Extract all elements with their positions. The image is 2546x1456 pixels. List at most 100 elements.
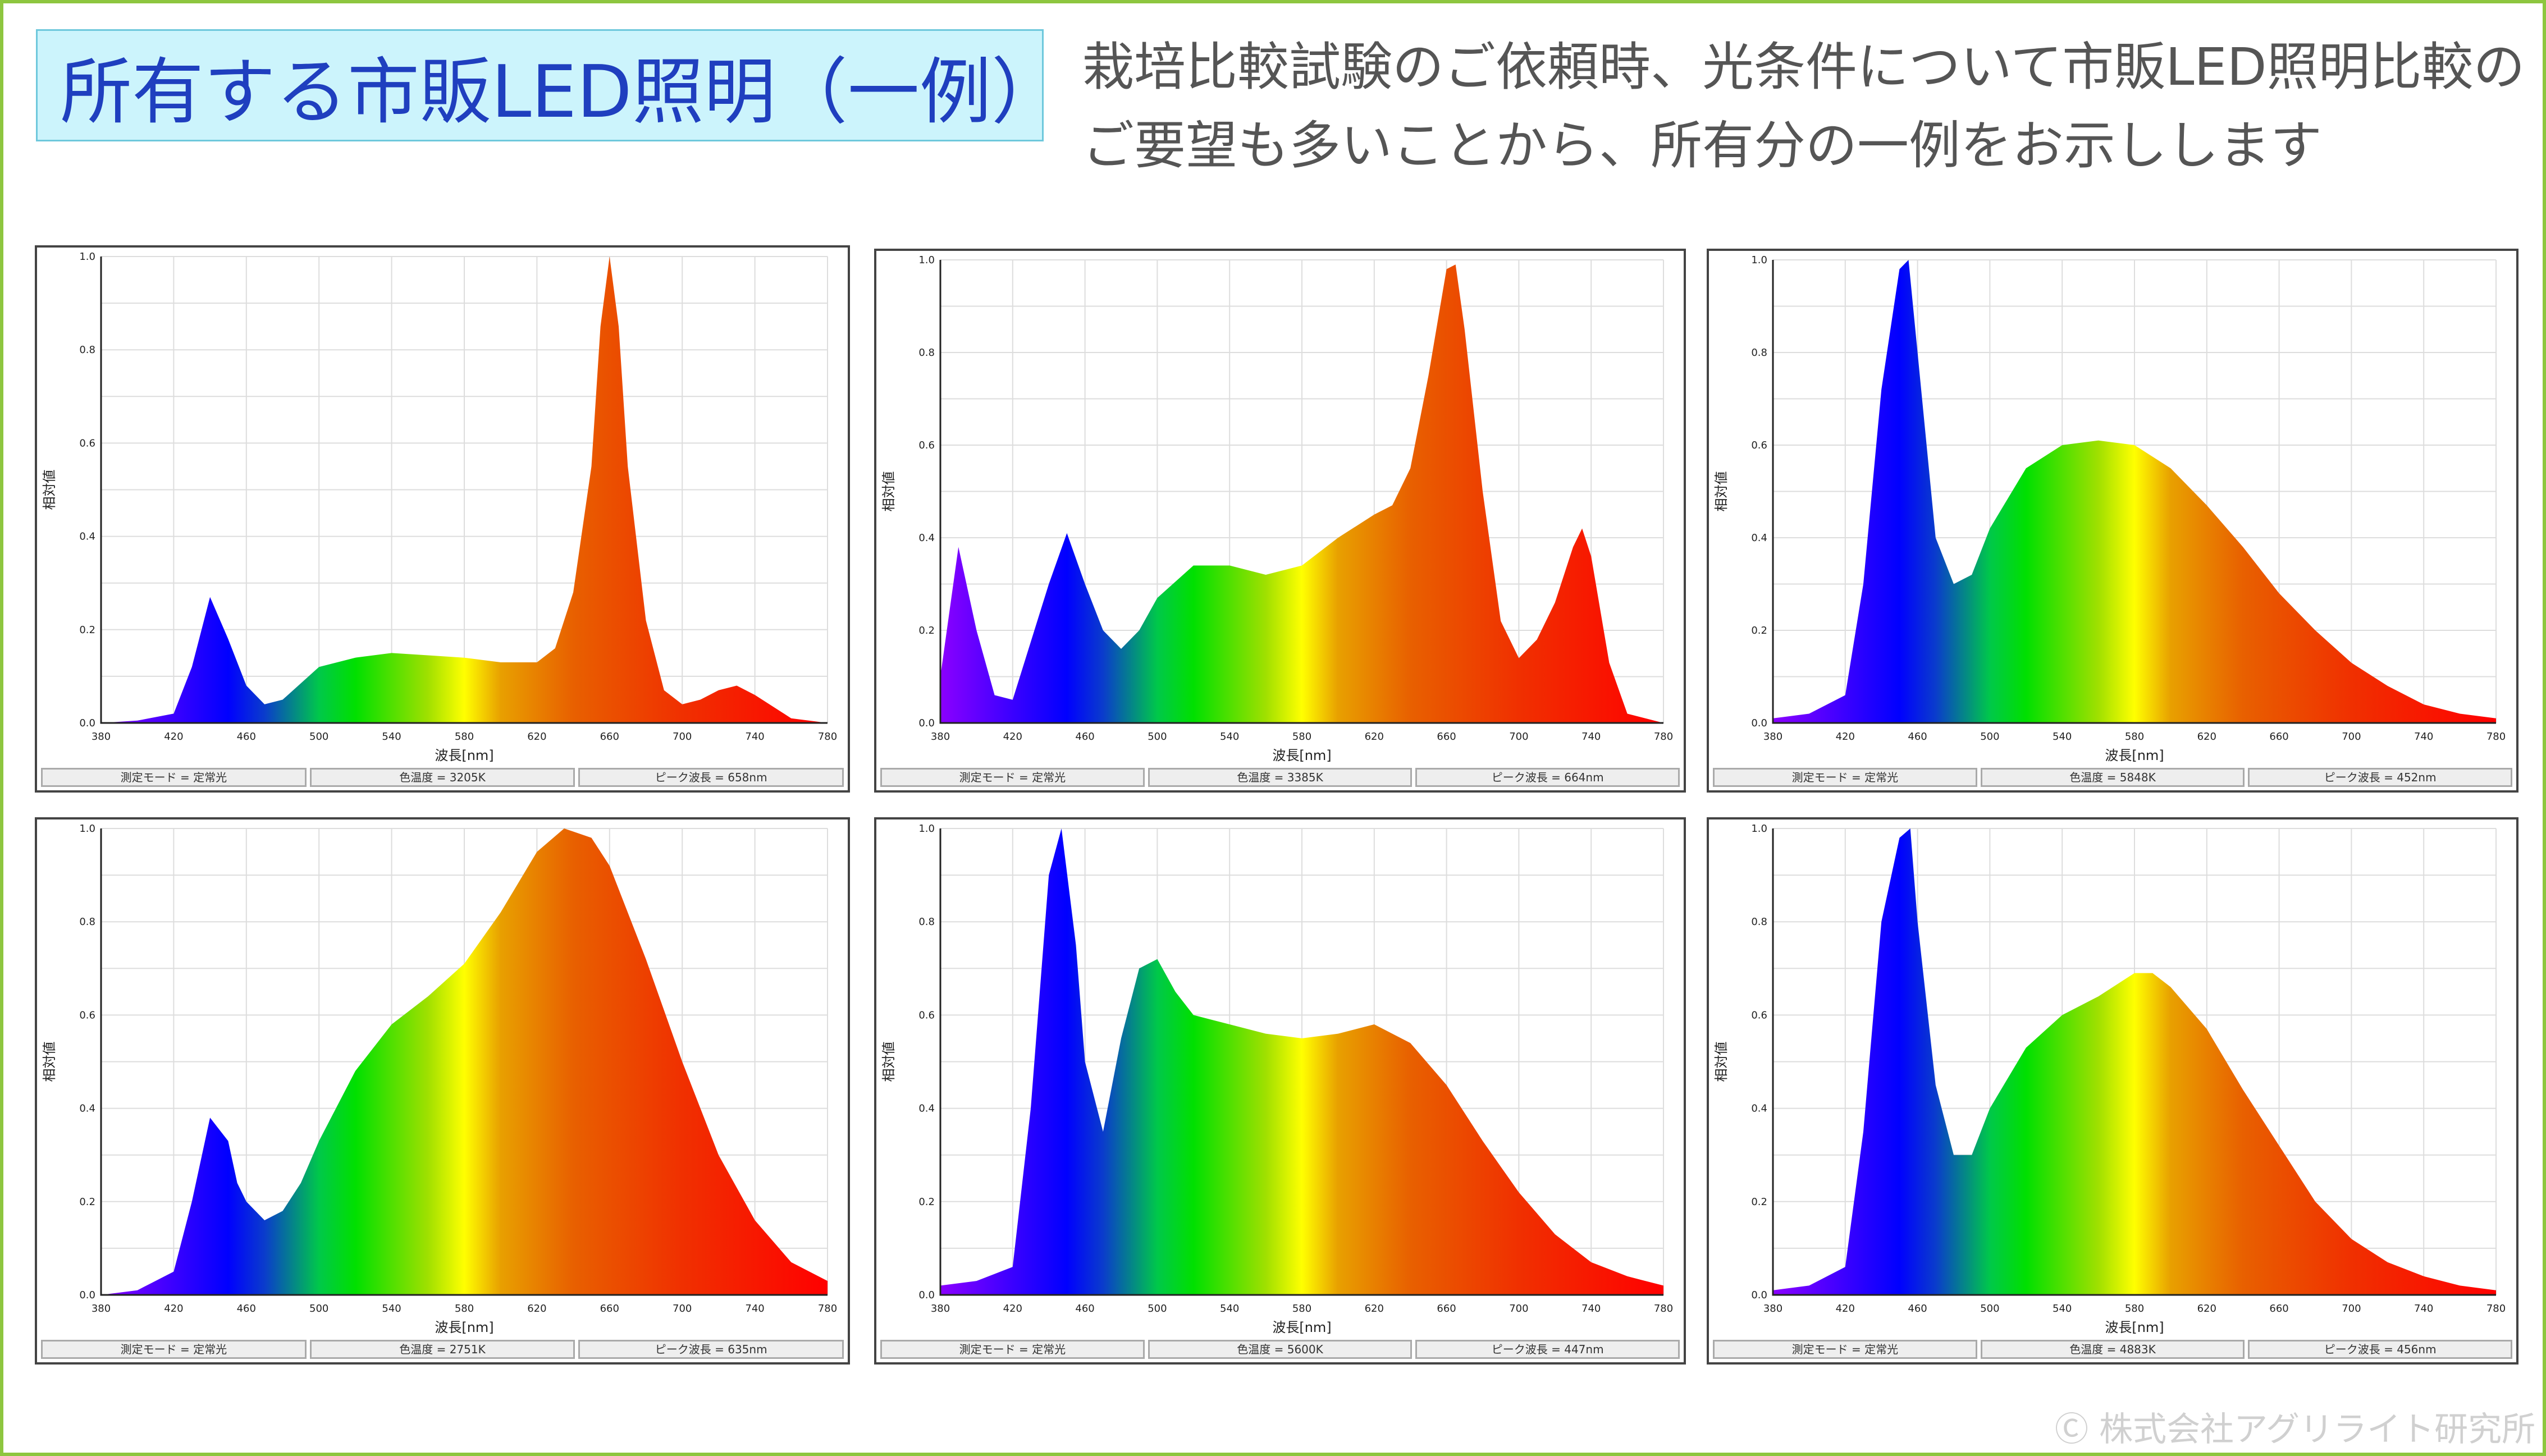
status-mode: 測定モード = 定常光 — [880, 1340, 1145, 1359]
x-tick-label: 780 — [818, 731, 837, 743]
x-tick-label: 660 — [600, 1303, 619, 1315]
y-tick-label: 0.6 — [1751, 439, 1767, 451]
axis-lines — [939, 260, 1663, 724]
y-axis-label: 相対値 — [881, 1042, 897, 1082]
x-tick-label: 420 — [1836, 731, 1855, 743]
description: 栽培比較試験のご依頼時、光条件について市販LED照明比較の ご要望も多いことから… — [1082, 28, 2536, 185]
x-tick-label: 500 — [1980, 731, 1999, 743]
x-tick-label: 780 — [818, 1303, 837, 1315]
y-tick-label: 0.8 — [918, 347, 935, 359]
status-peak-wavelength: ピーク波長 = 664nm — [1415, 768, 1680, 787]
y-tick-label: 0.2 — [1751, 1196, 1767, 1208]
description-line-2: ご要望も多いことから、所有分の一例をお示しします — [1082, 116, 2323, 176]
y-tick-label: 0.0 — [918, 717, 935, 729]
spectrum-area — [940, 828, 1663, 1295]
x-tick-label: 540 — [1220, 1303, 1239, 1315]
spectrum-area — [101, 828, 828, 1295]
chart-svg: 380 420 460 500 540 580 620 660 700 740 780 0.0 0.2 0… — [1713, 823, 2506, 1335]
x-tick-label: 380 — [1763, 731, 1782, 743]
x-tick-label: 780 — [2486, 731, 2506, 743]
x-tick-label: 460 — [1908, 1303, 1927, 1315]
x-tick-label: 660 — [1437, 731, 1456, 743]
y-tick-label: 0.0 — [79, 717, 95, 729]
x-axis-label: 波長[nm] — [1272, 748, 1331, 763]
x-tick-label: 500 — [309, 1303, 328, 1315]
status-peak-wavelength: ピーク波長 = 456nm — [2248, 1340, 2513, 1359]
axis-lines — [939, 828, 1663, 1296]
x-tick-label: 620 — [2197, 731, 2216, 743]
y-tick-label: 0.0 — [1751, 717, 1767, 729]
x-tick-label: 700 — [673, 1303, 692, 1315]
spectrum-chart-1: 380 420 460 500 540 580 620 660 700 740 780 0.0 0.2 0… — [35, 245, 850, 793]
x-tick-label: 580 — [455, 1303, 474, 1315]
spectrum-chart-2: 380 420 460 500 540 580 620 660 700 740 780 0.0 0.2 0… — [874, 249, 1686, 793]
y-tick-label: 0.4 — [1751, 532, 1767, 544]
x-tick-label: 740 — [1581, 1303, 1601, 1315]
x-tick-label: 740 — [745, 731, 764, 743]
status-peak-wavelength: ピーク波長 = 658nm — [578, 768, 844, 787]
x-tick-label: 620 — [527, 1303, 546, 1315]
x-tick-label: 580 — [2125, 1303, 2144, 1315]
spectrum-area — [1773, 260, 2496, 723]
x-tick-label: 700 — [673, 731, 692, 743]
x-tick-label: 540 — [382, 1303, 401, 1315]
x-tick-label: 740 — [2414, 1303, 2433, 1315]
x-tick-label: 420 — [1003, 1303, 1022, 1315]
status-peak-wavelength: ピーク波長 = 452nm — [2248, 768, 2513, 787]
status-color-temp: 色温度 = 3385K — [1148, 768, 1413, 787]
y-tick-label: 1.0 — [918, 254, 935, 266]
y-tick-label: 0.0 — [918, 1289, 935, 1301]
x-tick-label: 620 — [1365, 731, 1384, 743]
x-tick-label: 420 — [164, 731, 183, 743]
x-tick-label: 740 — [745, 1303, 764, 1315]
x-tick-label: 700 — [1509, 731, 1528, 743]
x-tick-label: 580 — [1292, 731, 1311, 743]
y-tick-label: 1.0 — [79, 823, 95, 835]
y-tick-label: 0.4 — [79, 531, 95, 543]
y-axis-label: 相対値 — [42, 470, 57, 510]
x-tick-label: 420 — [1836, 1303, 1855, 1315]
x-tick-label: 780 — [1654, 731, 1673, 743]
status-color-temp: 色温度 = 5848K — [1980, 768, 2245, 787]
x-tick-label: 620 — [2197, 1303, 2216, 1315]
x-axis-label: 波長[nm] — [435, 1320, 493, 1335]
y-tick-label: 0.0 — [1751, 1289, 1767, 1301]
spectrum-area — [940, 264, 1663, 723]
x-tick-label: 620 — [527, 731, 546, 743]
y-axis-label: 相対値 — [42, 1042, 57, 1082]
x-tick-label: 660 — [2269, 1303, 2288, 1315]
status-peak-wavelength: ピーク波長 = 635nm — [578, 1340, 844, 1359]
y-tick-label: 0.8 — [79, 344, 95, 356]
status-mode: 測定モード = 定常光 — [41, 768, 307, 787]
x-tick-label: 700 — [2342, 731, 2361, 743]
y-tick-label: 0.6 — [918, 439, 935, 451]
x-tick-label: 780 — [2486, 1303, 2506, 1315]
x-tick-label: 700 — [1509, 1303, 1528, 1315]
y-axis-label: 相対値 — [1713, 1042, 1729, 1082]
title-box: 所有する市販LED照明（一例） — [36, 29, 1063, 141]
y-tick-label: 1.0 — [1751, 254, 1767, 266]
spectrum-chart-3: 380 420 460 500 540 580 620 660 700 740 780 0.0 0.2 0… — [1707, 249, 2518, 793]
x-tick-label: 460 — [237, 731, 256, 743]
status-color-temp: 色温度 = 5600K — [1148, 1340, 1413, 1359]
status-bar: 測定モード = 定常光 色温度 = 3385K ピーク波長 = 664nm — [876, 768, 1684, 787]
x-tick-label: 700 — [2342, 1303, 2361, 1315]
chart-svg: 380 420 460 500 540 580 620 660 700 740 780 0.0 0.2 0… — [881, 823, 1673, 1335]
x-tick-label: 620 — [1365, 1303, 1384, 1315]
x-tick-label: 500 — [1980, 1303, 1999, 1315]
status-bar: 測定モード = 定常光 色温度 = 2751K ピーク波長 = 635nm — [37, 1340, 848, 1359]
page-title: 所有する市販LED照明（一例） — [60, 50, 1063, 134]
x-tick-label: 540 — [2053, 1303, 2072, 1315]
x-tick-label: 380 — [92, 731, 111, 743]
x-tick-label: 580 — [1292, 1303, 1311, 1315]
x-tick-label: 580 — [455, 731, 474, 743]
x-tick-label: 660 — [1437, 1303, 1456, 1315]
chart-svg: 380 420 460 500 540 580 620 660 700 740 780 0.0 0.2 0… — [42, 823, 837, 1335]
x-tick-label: 380 — [92, 1303, 111, 1315]
x-axis-label: 波長[nm] — [2105, 1320, 2164, 1335]
axis-lines — [1772, 828, 2496, 1296]
status-bar: 測定モード = 定常光 色温度 = 5848K ピーク波長 = 452nm — [1709, 768, 2516, 787]
x-tick-label: 420 — [164, 1303, 183, 1315]
x-tick-label: 660 — [600, 731, 619, 743]
x-tick-label: 420 — [1003, 731, 1022, 743]
